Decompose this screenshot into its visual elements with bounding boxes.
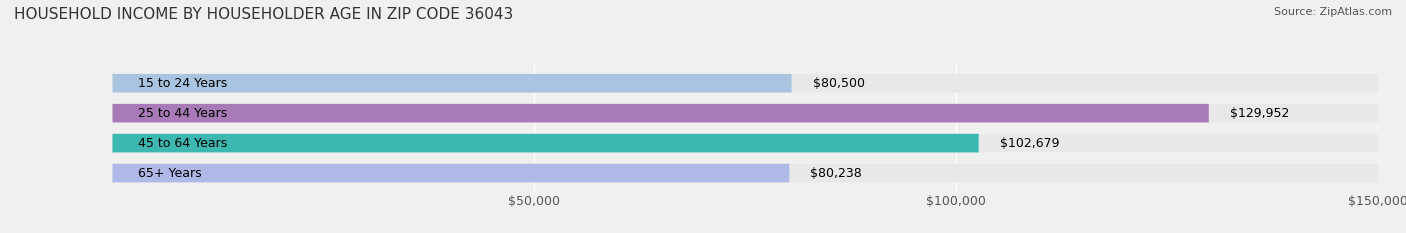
FancyBboxPatch shape <box>112 164 789 182</box>
Text: $129,952: $129,952 <box>1230 107 1289 120</box>
Text: HOUSEHOLD INCOME BY HOUSEHOLDER AGE IN ZIP CODE 36043: HOUSEHOLD INCOME BY HOUSEHOLDER AGE IN Z… <box>14 7 513 22</box>
Text: $102,679: $102,679 <box>1000 137 1059 150</box>
FancyBboxPatch shape <box>112 134 1378 152</box>
Text: Source: ZipAtlas.com: Source: ZipAtlas.com <box>1274 7 1392 17</box>
Text: $80,238: $80,238 <box>810 167 862 180</box>
FancyBboxPatch shape <box>112 104 1209 123</box>
Text: $80,500: $80,500 <box>813 77 865 90</box>
Text: 15 to 24 Years: 15 to 24 Years <box>138 77 226 90</box>
Text: 25 to 44 Years: 25 to 44 Years <box>138 107 226 120</box>
Text: 65+ Years: 65+ Years <box>138 167 201 180</box>
FancyBboxPatch shape <box>112 104 1378 123</box>
FancyBboxPatch shape <box>112 134 979 152</box>
FancyBboxPatch shape <box>112 74 1378 93</box>
FancyBboxPatch shape <box>112 74 792 93</box>
FancyBboxPatch shape <box>112 164 1378 182</box>
Text: 45 to 64 Years: 45 to 64 Years <box>138 137 226 150</box>
